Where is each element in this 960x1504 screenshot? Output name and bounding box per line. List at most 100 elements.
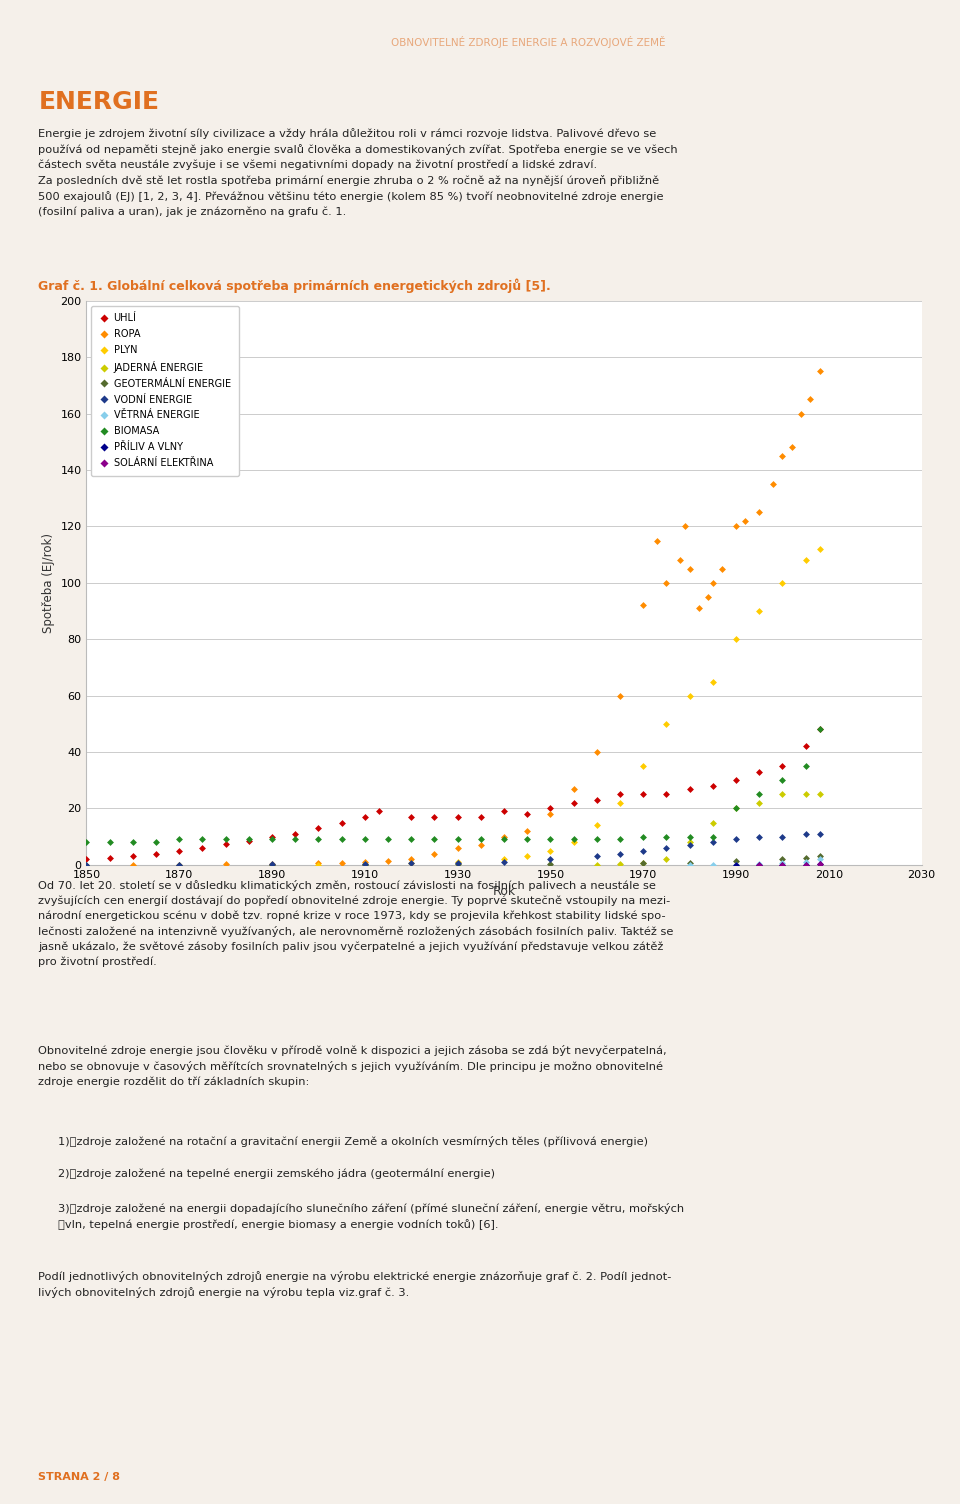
- VODNÍ ENERGIE: [707, 833, 718, 851]
- GEOTERMÁLNÍ ENERGIE: [814, 847, 826, 865]
- BIOMASA: [243, 830, 254, 848]
- UHLÍ: [452, 808, 464, 826]
- UHLÍ: [777, 757, 788, 775]
- Line: BIOMASA: BIOMASA: [84, 726, 822, 845]
- VODNÍ ENERGIE: [660, 839, 672, 857]
- GEOTERMÁLNÍ ENERGIE: [777, 850, 788, 868]
- PLYN: [498, 850, 510, 868]
- BIOMASA: [614, 830, 626, 848]
- JADERNÁ ENERGIE: [707, 814, 718, 832]
- JADERNÁ ENERGIE: [591, 856, 603, 874]
- GEOTERMÁLNÍ ENERGIE: [174, 856, 185, 874]
- ROPA: [660, 573, 672, 591]
- BIOMASA: [544, 830, 556, 848]
- BIOMASA: [498, 830, 510, 848]
- PLYN: [777, 573, 788, 591]
- VĚTRNÁ ENERGIE: [754, 854, 765, 872]
- ROPA: [739, 511, 751, 529]
- UHLÍ: [707, 776, 718, 794]
- GEOTERMÁLNÍ ENERGIE: [684, 854, 695, 872]
- JADERNÁ ENERGIE: [800, 785, 811, 803]
- GEOTERMÁLNÍ ENERGIE: [266, 856, 277, 874]
- PLYN: [637, 757, 649, 775]
- BIOMASA: [800, 757, 811, 775]
- UHLÍ: [591, 791, 603, 809]
- UHLÍ: [521, 805, 533, 823]
- SOLÁRNÍ ELEKTŘINA: [800, 856, 811, 874]
- Text: Graf č. 1. Globální celková spotřeba primárních energetických zdrojů [5].: Graf č. 1. Globální celková spotřeba pri…: [38, 278, 551, 293]
- ROPA: [452, 839, 464, 857]
- VĚTRNÁ ENERGIE: [731, 856, 742, 874]
- ROPA: [777, 447, 788, 465]
- Text: 1)	zdroje založené na rotační a gravitační energii Země a okolních vesmírných tě: 1) zdroje založené na rotační a gravitač…: [58, 1136, 648, 1146]
- BIOMASA: [731, 800, 742, 818]
- ROPA: [266, 854, 277, 872]
- PŘÍLIV A VLNY: [814, 856, 826, 874]
- ROPA: [174, 856, 185, 874]
- VODNÍ ENERGIE: [800, 824, 811, 842]
- Text: Od 70. let 20. století se v důsledku klimatických změn, rostoucí závislosti na f: Od 70. let 20. století se v důsledku kli…: [38, 880, 674, 967]
- PLYN: [614, 794, 626, 812]
- BIOMASA: [567, 830, 579, 848]
- VODNÍ ENERGIE: [174, 856, 185, 874]
- GEOTERMÁLNÍ ENERGIE: [800, 848, 811, 866]
- JADERNÁ ENERGIE: [684, 833, 695, 851]
- PŘÍLIV A VLNY: [731, 856, 742, 874]
- Legend: UHLÍ, ROPA, PLYN, JADERNÁ ENERGIE, GEOTERMÁLNÍ ENERGIE, VODNÍ ENERGIE, VĚTRNÁ EN: UHLÍ, ROPA, PLYN, JADERNÁ ENERGIE, GEOTE…: [91, 305, 238, 475]
- PLYN: [405, 854, 417, 872]
- Text: Obnovitelné zdroje energie jsou člověku v přírodě volně k dispozici a jejich zás: Obnovitelné zdroje energie jsou člověku …: [38, 1045, 667, 1087]
- ROPA: [498, 827, 510, 845]
- Line: SOLÁRNÍ ELEKTŘINA: SOLÁRNÍ ELEKTŘINA: [756, 862, 822, 868]
- UHLÍ: [614, 785, 626, 803]
- ROPA: [313, 854, 324, 872]
- GEOTERMÁLNÍ ENERGIE: [81, 856, 92, 874]
- ROPA: [684, 559, 695, 578]
- BIOMASA: [382, 830, 394, 848]
- VODNÍ ENERGIE: [359, 854, 371, 872]
- BIOMASA: [405, 830, 417, 848]
- ROPA: [382, 851, 394, 869]
- UHLÍ: [243, 832, 254, 850]
- UHLÍ: [266, 827, 277, 845]
- UHLÍ: [336, 814, 348, 832]
- SOLÁRNÍ ELEKTŘINA: [814, 856, 826, 874]
- Line: UHLÍ: UHLÍ: [84, 726, 822, 862]
- VODNÍ ENERGIE: [405, 854, 417, 872]
- Text: ENERGIE: ENERGIE: [38, 90, 159, 114]
- ROPA: [428, 845, 440, 863]
- BIOMASA: [197, 830, 208, 848]
- ROPA: [127, 856, 138, 874]
- Line: GEOTERMÁLNÍ ENERGIE: GEOTERMÁLNÍ ENERGIE: [84, 854, 822, 866]
- UHLÍ: [81, 850, 92, 868]
- ROPA: [336, 854, 348, 872]
- UHLÍ: [800, 737, 811, 755]
- JADERNÁ ENERGIE: [614, 856, 626, 874]
- VODNÍ ENERGIE: [591, 847, 603, 865]
- VĚTRNÁ ENERGIE: [800, 853, 811, 871]
- GEOTERMÁLNÍ ENERGIE: [731, 851, 742, 869]
- BIOMASA: [220, 830, 231, 848]
- BIOMASA: [814, 720, 826, 738]
- ROPA: [359, 853, 371, 871]
- Line: PŘÍLIV A VLNY: PŘÍLIV A VLNY: [733, 862, 822, 868]
- UHLÍ: [660, 785, 672, 803]
- BIOMASA: [336, 830, 348, 848]
- BIOMASA: [707, 827, 718, 845]
- PLYN: [814, 540, 826, 558]
- Y-axis label: Spotřeba (EJ/rok): Spotřeba (EJ/rok): [42, 532, 55, 633]
- ROPA: [679, 517, 690, 535]
- PLYN: [591, 817, 603, 835]
- JADERNÁ ENERGIE: [814, 785, 826, 803]
- ROPA: [804, 391, 816, 409]
- UHLÍ: [405, 808, 417, 826]
- ROPA: [703, 588, 714, 606]
- UHLÍ: [372, 802, 384, 820]
- UHLÍ: [754, 763, 765, 781]
- GEOTERMÁLNÍ ENERGIE: [452, 856, 464, 874]
- GEOTERMÁLNÍ ENERGIE: [544, 854, 556, 872]
- BIOMASA: [475, 830, 487, 848]
- PLYN: [707, 672, 718, 690]
- PŘÍLIV A VLNY: [800, 856, 811, 874]
- UHLÍ: [313, 820, 324, 838]
- PLYN: [567, 833, 579, 851]
